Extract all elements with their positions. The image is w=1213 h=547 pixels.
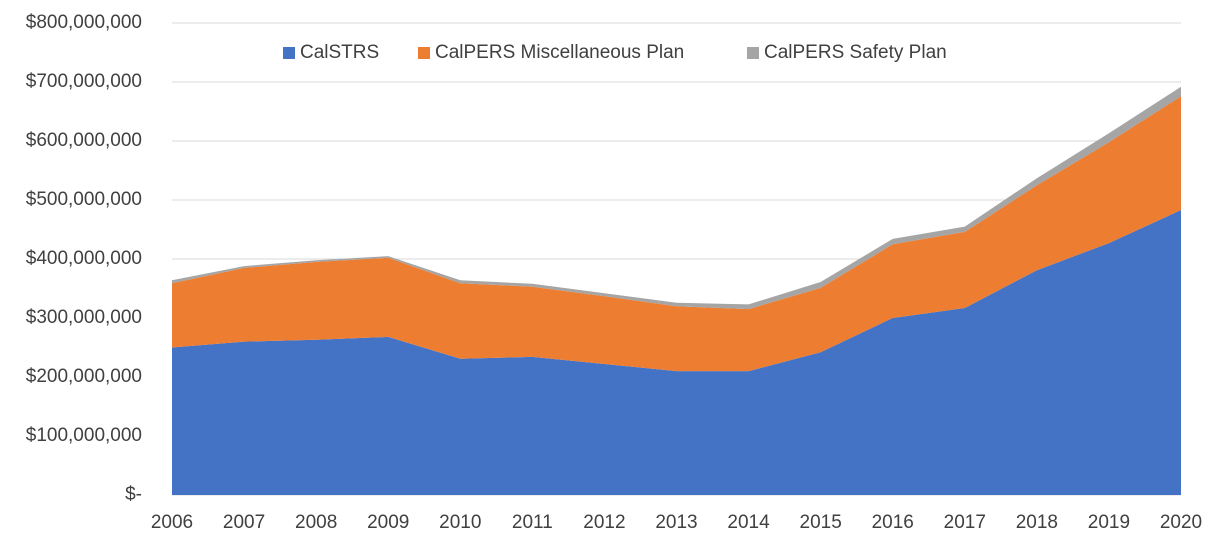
y-tick-label: $300,000,000 [26,307,142,328]
x-tick-label: 2013 [655,512,697,533]
x-tick-label: 2007 [223,512,265,533]
x-tick-label: 2011 [512,512,553,533]
legend-label: CalPERS Safety Plan [764,42,947,63]
y-tick-label: $200,000,000 [26,366,142,387]
x-tick-label: 2020 [1160,512,1202,533]
y-tick-label: $400,000,000 [26,248,142,269]
x-tick-label: 2012 [583,512,625,533]
x-tick-label: 2008 [295,512,337,533]
y-tick-label: $- [125,484,142,505]
y-tick-label: $100,000,000 [26,425,142,446]
x-tick-label: 2017 [944,512,986,533]
y-tick-label: $800,000,000 [26,12,142,33]
y-tick-label: $700,000,000 [26,71,142,92]
x-tick-label: 2016 [872,512,914,533]
legend-swatch [283,47,295,59]
x-tick-label: 2009 [367,512,409,533]
legend-label: CalPERS Miscellaneous Plan [435,42,684,63]
y-tick-label: $500,000,000 [26,189,142,210]
area [172,210,1181,495]
x-tick-label: 2015 [800,512,842,533]
x-tick-label: 2006 [151,512,193,533]
legend-swatch [747,47,759,59]
x-tick-label: 2010 [439,512,481,533]
legend-label: CalSTRS [300,42,379,63]
x-tick-label: 2014 [727,512,770,533]
legend-swatch [418,47,430,59]
x-tick-label: 2019 [1088,512,1130,533]
area [172,96,1181,372]
x-tick-label: 2018 [1016,512,1058,533]
y-tick-label: $600,000,000 [26,130,142,151]
